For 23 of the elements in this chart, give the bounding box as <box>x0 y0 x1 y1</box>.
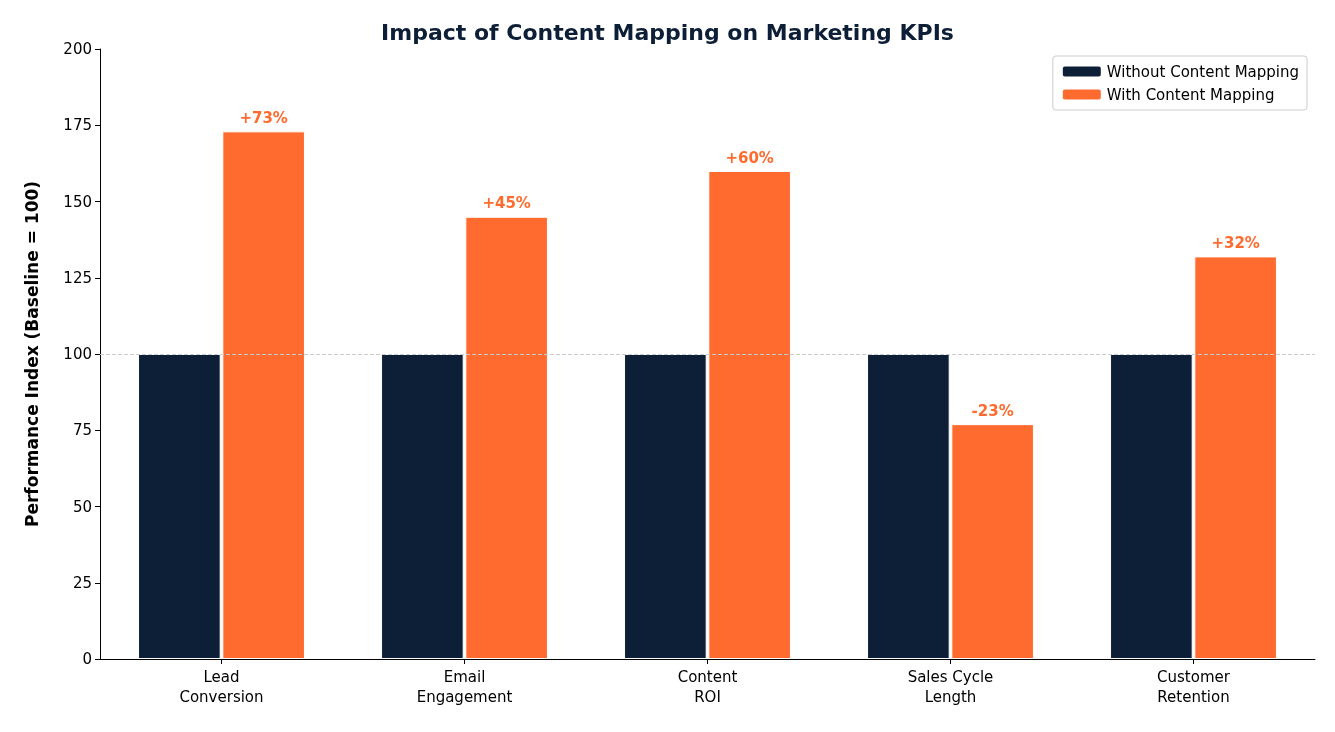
y-tick-label: 200 <box>63 40 92 58</box>
legend-label: With Content Mapping <box>1106 85 1275 104</box>
y-tick-label: 25 <box>72 573 92 592</box>
y-tick-label: 50 <box>72 497 92 516</box>
annotation: +73% <box>239 108 288 127</box>
x-tick-label: Content ROI <box>677 668 738 706</box>
y-tick-label: 100 <box>63 345 92 363</box>
annotation: -23% <box>971 401 1014 420</box>
x-tick-label: Lead Conversion <box>179 668 264 706</box>
annotation: +45% <box>482 194 531 213</box>
x-tick-label: Email Engagement <box>416 668 513 706</box>
y-tick-label: 175 <box>63 116 92 135</box>
y-tick-label: 150 <box>63 192 92 211</box>
y-tick-label: 75 <box>72 421 92 440</box>
x-tick-label: Customer Retention <box>1157 668 1231 706</box>
x-tick-label: Sales Cycle Length <box>907 668 994 706</box>
y-tick-label: 125 <box>63 268 92 287</box>
y-axis-title: Performance Index (Baseline = 100) <box>21 180 42 528</box>
legend-label: Without Content Mapping <box>1106 62 1299 81</box>
y-tick-label: 0 <box>82 650 92 668</box>
annotation: +32% <box>1211 233 1260 252</box>
annotation: +60% <box>725 148 774 167</box>
chart-title: Impact of Content Mapping on Marketing KPIs <box>381 19 954 45</box>
